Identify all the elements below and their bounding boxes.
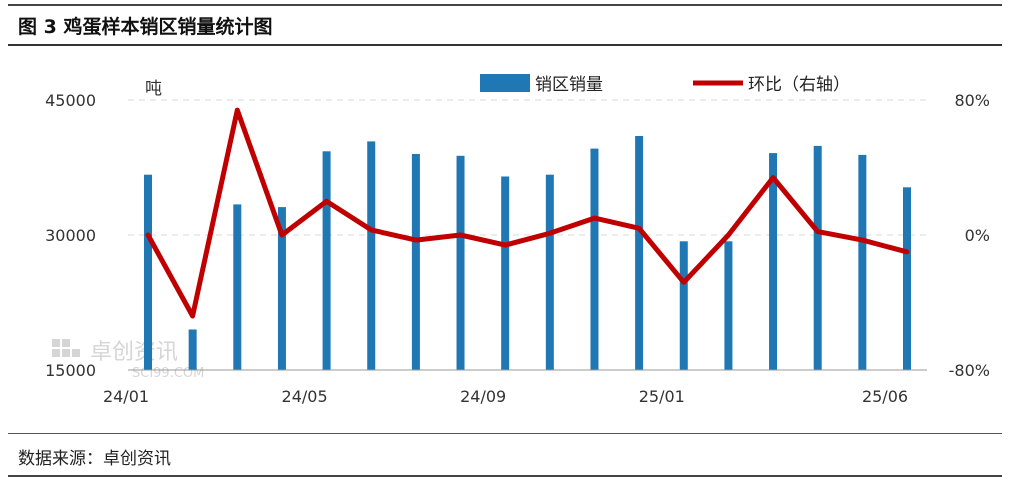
left-axis-unit: 吨 — [145, 79, 162, 99]
bar — [322, 151, 331, 370]
gridlines — [128, 99, 927, 236]
line-series — [145, 107, 910, 319]
bar — [545, 174, 554, 370]
x-tick-label: 24/01 — [103, 387, 149, 406]
bar — [277, 207, 286, 370]
chart-title: 图 3 鸡蛋样本销区销量统计图 — [18, 16, 273, 38]
legend-bar-label: 销区销量 — [535, 75, 603, 95]
bar — [769, 153, 778, 370]
bar — [411, 154, 420, 370]
right-tick-label: 80% — [954, 91, 990, 110]
left-tick-label: 45000 — [45, 91, 96, 110]
source-bottom-rule — [8, 475, 1002, 477]
right-tick-label: 0% — [965, 226, 990, 245]
x-tick-label: 24/09 — [460, 387, 506, 406]
x-tick-label: 24/05 — [282, 387, 328, 406]
bar — [144, 174, 152, 370]
watermark-cn: 卓创资讯 — [90, 340, 178, 365]
bar — [456, 155, 465, 370]
x-tick-label: 25/01 — [639, 387, 685, 406]
x-tick-label: 25/06 — [862, 387, 908, 406]
bar — [679, 241, 688, 370]
legend-bar-swatch — [480, 74, 530, 92]
bar — [590, 148, 599, 370]
bar — [501, 176, 510, 370]
legend: 销区销量 环比（右轴） — [480, 74, 850, 95]
bar — [367, 141, 376, 370]
legend-line-label: 环比（右轴） — [748, 75, 850, 95]
bottom-rule — [8, 433, 1002, 434]
bar — [858, 154, 867, 370]
watermark-logo-icon — [52, 339, 80, 357]
bar — [813, 145, 822, 370]
source-note: 数据来源：卓创资讯 — [18, 449, 171, 469]
right-tick-label: -80% — [949, 361, 990, 380]
title-rule — [8, 44, 1002, 46]
bar — [233, 204, 242, 370]
axes: 15000 30000 45000 -80% 0% 80% 吨 24/01 24/05 24/09… — [45, 79, 990, 406]
left-tick-label: 30000 — [45, 226, 96, 245]
top-rule — [8, 4, 1002, 6]
bar — [635, 136, 644, 370]
left-tick-label: 15000 — [45, 361, 96, 380]
bar — [724, 241, 733, 370]
bar-series — [144, 136, 911, 370]
bar — [903, 187, 911, 370]
bar — [188, 329, 197, 370]
